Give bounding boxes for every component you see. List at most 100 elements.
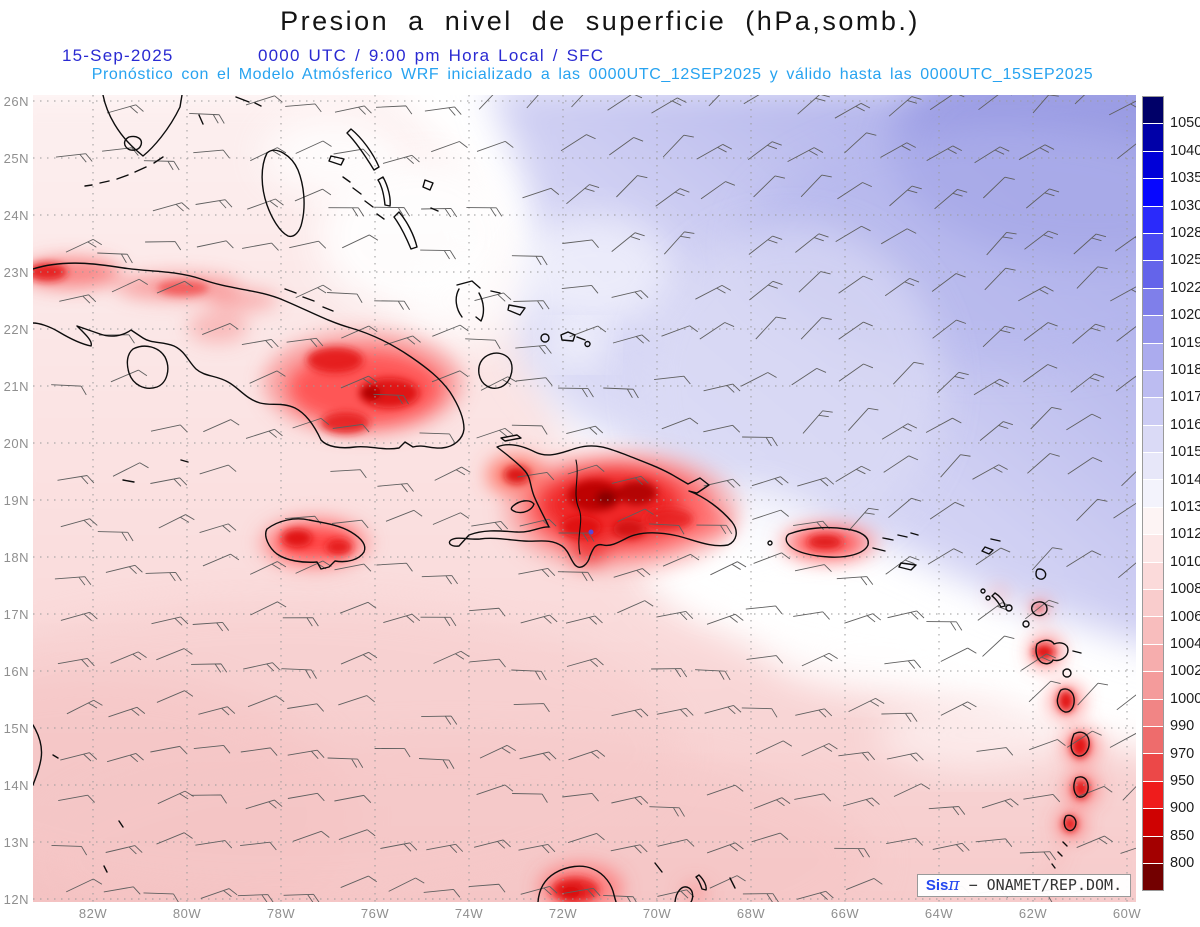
colorbar-label-1020: 1020 [1170, 307, 1200, 324]
lat-label-19N: 19N [3, 493, 29, 508]
colorbar-label-1004: 1004 [1170, 636, 1200, 652]
colorbar-label-1035: 1035 [1170, 170, 1200, 187]
colorbar-segment-15 [1143, 507, 1163, 535]
colorbar-segment-3 [1143, 179, 1163, 206]
colorbar-segment-10 [1143, 370, 1163, 398]
lon-label-66W: 66W [830, 906, 860, 921]
colorbar-segment-17 [1143, 562, 1163, 590]
colorbar-segment-6 [1143, 261, 1163, 288]
coast-florida-lake [123, 135, 143, 151]
model-init-line: Pronóstico con el Modelo Atmósferico WRF… [91, 66, 1094, 83]
lon-label-80W: 80W [172, 906, 202, 921]
colorbar-segment-23 [1143, 726, 1163, 754]
colorbar-segment-22 [1143, 699, 1163, 726]
colorbar-segment-13 [1143, 453, 1163, 480]
lat-label-21N: 21N [3, 379, 29, 394]
colorbar-label-1014: 1014 [1170, 471, 1200, 488]
watermark-onamet: − ONAMET/REP.DOM. [959, 876, 1123, 894]
date-time-line: 15-Sep-2025 0000 UTC / 9:00 pm Hora Loca… [0, 46, 1200, 66]
colorbar-segment-16 [1143, 535, 1163, 562]
lon-label-78W: 78W [266, 906, 296, 921]
lon-label-74W: 74W [454, 906, 484, 921]
low-pressure-cells [33, 258, 1098, 902]
colorbar-label-1012: 1012 [1170, 526, 1200, 543]
lat-label-15N: 15N [3, 721, 29, 736]
colorbar-label-1016: 1016 [1170, 416, 1200, 433]
colorbar-label-1015: 1015 [1170, 444, 1200, 461]
coast-bahamas [198, 96, 591, 389]
coast-jamaica [265, 518, 366, 570]
forecast-date: 15-Sep-2025 [62, 46, 174, 65]
lat-label-22N: 22N [3, 322, 29, 337]
colorbar-segment-8 [1143, 316, 1163, 343]
lat-label-17N: 17N [3, 607, 29, 622]
colorbar-label-1006: 1006 [1170, 608, 1200, 625]
coast-cayman [122, 459, 189, 483]
colorbar-segment-9 [1143, 343, 1163, 370]
lat-label-14N: 14N [3, 778, 29, 793]
colorbar-segment-11 [1143, 398, 1163, 425]
page-title: Presion a nivel de superficie (hPa,somb.… [280, 6, 920, 36]
colorbar-label-950: 950 [1170, 773, 1195, 789]
lon-label-82W: 82W [78, 906, 108, 921]
coast-hispaniola [448, 444, 737, 568]
colorbar-label-1000: 1000 [1170, 690, 1200, 707]
lon-label-76W: 76W [360, 906, 390, 921]
colorbar-segment-20 [1143, 644, 1163, 672]
colorbar-segment-4 [1143, 206, 1163, 233]
coastlines [33, 95, 1090, 902]
colorbar-segment-14 [1143, 480, 1163, 507]
lon-label-60W: 60W [1112, 906, 1142, 921]
colorbar-label-1017: 1017 [1170, 389, 1200, 406]
colorbar-label-1040: 1040 [1170, 142, 1200, 159]
lat-label-23N: 23N [3, 265, 29, 280]
lake-enriquillo-dot [588, 529, 594, 535]
colorbar-segment-27 [1143, 836, 1163, 863]
colorbar-segment-28 [1143, 863, 1163, 891]
colorbar-label-990: 990 [1170, 718, 1195, 735]
colorbar-segment-19 [1143, 617, 1163, 644]
pressure-map-canvas [33, 95, 1136, 902]
colorbar-label-1025: 1025 [1170, 252, 1200, 269]
lon-label-72W: 72W [548, 906, 578, 921]
watermark-pi-icon: π [948, 875, 960, 895]
coast-windward-islands [1040, 688, 1090, 891]
lon-label-68W: 68W [736, 906, 766, 921]
colorbar-label-800: 800 [1170, 855, 1195, 872]
lat-label-20N: 20N [3, 436, 29, 451]
colorbar-label-1050: 1050 [1170, 115, 1200, 132]
coast-central-america [33, 724, 124, 873]
colorbar-label-1013: 1013 [1170, 499, 1200, 515]
colorbar-segment-25 [1143, 781, 1163, 809]
wind-barbs [51, 95, 1136, 902]
coast-isla-juventud [126, 345, 169, 389]
watermark-box: Sisπ − ONAMET/REP.DOM. [917, 874, 1131, 897]
colorbar-label-1002: 1002 [1170, 663, 1200, 680]
colorbar-segment-7 [1143, 288, 1163, 316]
colorbar-segment-0 [1143, 97, 1163, 124]
lat-label-13N: 13N [3, 835, 29, 850]
colorbar-label-1019: 1019 [1170, 334, 1200, 351]
coast-cuba [33, 262, 465, 450]
colorbar-label-970: 970 [1170, 745, 1195, 762]
colorbar-segment-18 [1143, 590, 1163, 617]
colorbar-segment-21 [1143, 672, 1163, 699]
colorbar-label-1022: 1022 [1170, 279, 1200, 296]
colorbar-segment-1 [1143, 124, 1163, 151]
colorbar-segment-5 [1143, 233, 1163, 261]
lat-label-16N: 16N [3, 664, 29, 679]
colorbar-label-1010: 1010 [1170, 553, 1200, 570]
border-haiti-dr [575, 459, 582, 555]
colorbar-segment-12 [1143, 425, 1163, 453]
lat-label-24N: 24N [3, 208, 29, 223]
lat-label-18N: 18N [3, 550, 29, 565]
coast-leeward-islands [980, 568, 1082, 678]
coast-puerto-rico [767, 526, 886, 558]
colorbar-label-1008: 1008 [1170, 581, 1200, 598]
colorbar-label-900: 900 [1170, 800, 1195, 817]
map-area: Sisπ − ONAMET/REP.DOM. [33, 95, 1136, 902]
colorbar-segment-2 [1143, 151, 1163, 179]
lat-label-26N: 26N [3, 94, 29, 109]
lon-label-62W: 62W [1018, 906, 1048, 921]
